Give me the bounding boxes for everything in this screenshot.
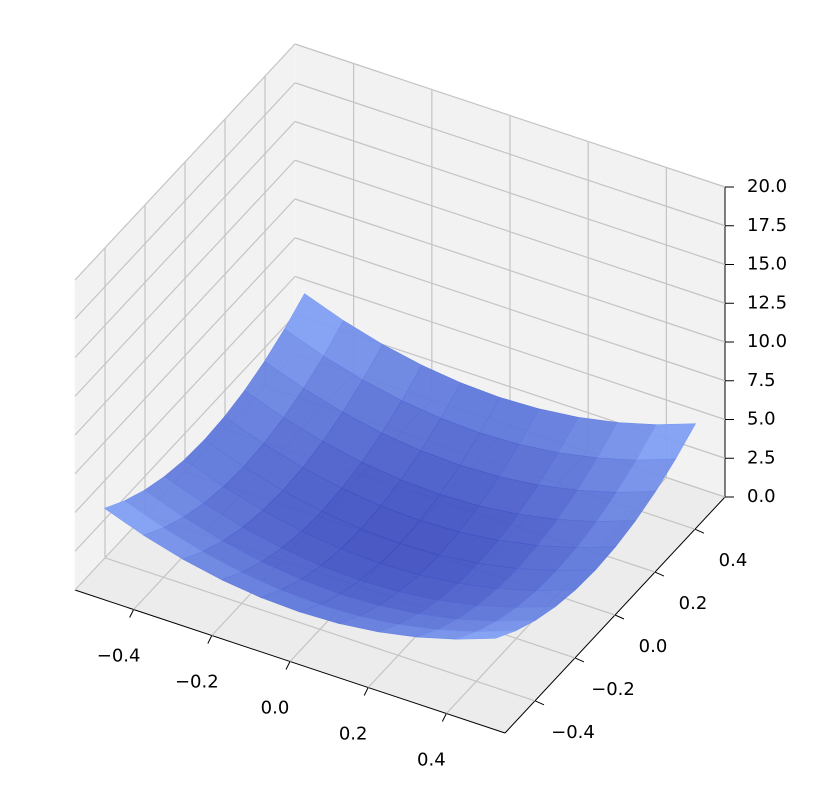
tick-mark bbox=[129, 609, 135, 618]
z-tick-label: 10.0 bbox=[747, 331, 787, 352]
grid-line bbox=[104, 557, 536, 702]
grid-line bbox=[74, 159, 296, 397]
tick-mark bbox=[363, 687, 369, 696]
y-tick-label: 0.4 bbox=[719, 550, 748, 571]
tick-mark bbox=[534, 700, 545, 706]
y-tick-label: −0.4 bbox=[551, 722, 595, 743]
z-tick-label: 2.5 bbox=[747, 447, 776, 468]
y-tick-label: 0.2 bbox=[679, 593, 708, 614]
grid-line bbox=[294, 159, 726, 304]
z-tick-label: 0.0 bbox=[747, 486, 776, 507]
z-tick-label: 5.0 bbox=[747, 409, 776, 430]
z-tick-label: 7.5 bbox=[747, 370, 776, 391]
z-tick-label: 17.5 bbox=[747, 215, 787, 236]
grid-line bbox=[74, 82, 296, 320]
z-tick-label: 15.0 bbox=[747, 254, 787, 275]
tick-mark bbox=[694, 528, 705, 534]
tick-mark bbox=[574, 657, 585, 663]
grid-line bbox=[294, 82, 726, 227]
x-tick-label: 0.2 bbox=[339, 724, 368, 745]
grid-line bbox=[74, 276, 296, 513]
grid-line bbox=[294, 198, 726, 343]
grid-line bbox=[74, 237, 296, 475]
x-tick-label: 0.0 bbox=[261, 698, 290, 719]
y-tick-label: −0.2 bbox=[591, 679, 635, 700]
tick-mark bbox=[207, 635, 213, 644]
grid-line bbox=[74, 198, 296, 436]
x-tick-label: −0.2 bbox=[175, 672, 219, 693]
x-tick-label: −0.4 bbox=[97, 646, 141, 667]
grid-line bbox=[294, 120, 726, 266]
grid-line bbox=[294, 275, 726, 421]
grid-line bbox=[294, 237, 726, 382]
y-tick-label: 0.0 bbox=[639, 636, 668, 657]
x-tick-label: 0.4 bbox=[417, 750, 446, 771]
z-tick-label: 12.5 bbox=[747, 292, 787, 313]
grid-line bbox=[294, 43, 726, 188]
z-tick-label: 20.0 bbox=[747, 176, 787, 197]
grid-line bbox=[74, 121, 296, 358]
grid-line bbox=[74, 43, 296, 281]
tick-mark bbox=[614, 614, 625, 620]
tick-mark bbox=[285, 661, 291, 670]
tick-mark bbox=[654, 571, 665, 577]
tick-mark bbox=[441, 713, 447, 722]
surface-patch bbox=[456, 630, 516, 640]
